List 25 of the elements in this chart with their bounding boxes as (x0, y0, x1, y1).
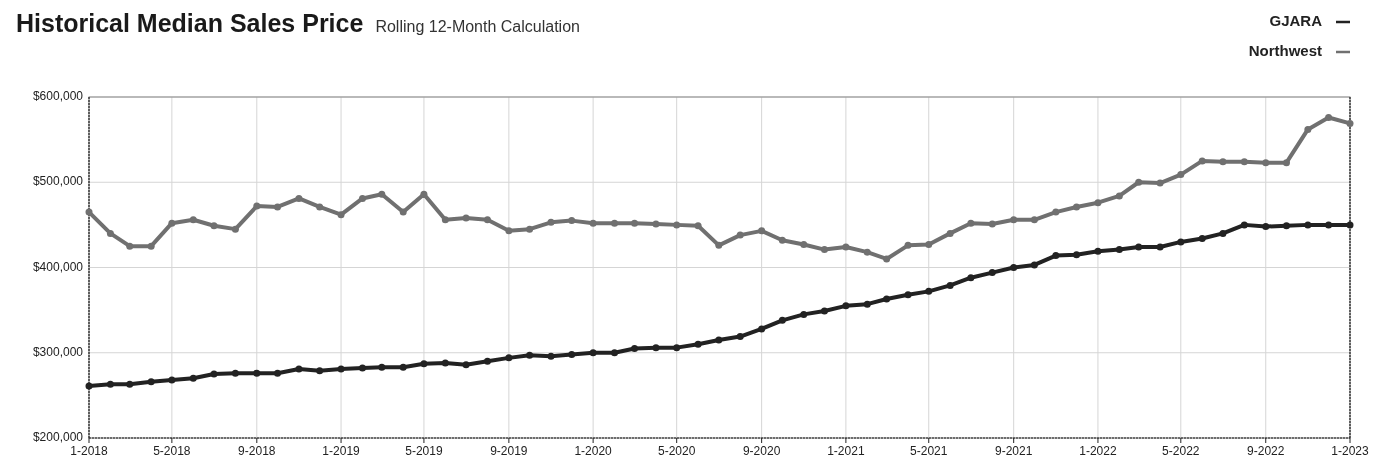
x-tick-label: 9-2018 (238, 444, 276, 458)
y-tick-label: $400,000 (32, 259, 84, 274)
y-tick-label: $500,000 (32, 174, 84, 189)
x-tick-label: 5-2020 (658, 444, 696, 458)
chart-title: Historical Median Sales Price (16, 9, 364, 37)
legend-label: GJARA (1269, 11, 1323, 29)
y-tick-label: $600,000 (32, 89, 84, 104)
x-tick-label: 5-2022 (1162, 444, 1200, 458)
x-tick-label: 1-2021 (827, 444, 865, 458)
x-tick-label: 5-2018 (153, 444, 191, 458)
y-tick-label: $200,000 (32, 430, 84, 445)
x-tick-label: 1-2022 (1079, 444, 1117, 458)
x-tick-label: 1-2019 (322, 444, 361, 458)
x-tick-label: 1-2018 (70, 444, 108, 458)
x-tick-label: 9-2022 (1247, 444, 1285, 458)
x-tick-label: 1-2023 (1331, 444, 1369, 458)
x-tick-label: 9-2020 (742, 444, 781, 458)
legend-label: Northwest (1248, 41, 1322, 59)
y-tick-label: $300,000 (32, 344, 84, 359)
x-tick-label: 9-2021 (995, 444, 1033, 458)
chart-subtitle: Rolling 12-Month Calculation (375, 18, 580, 35)
x-tick-label: 5-2021 (910, 444, 948, 458)
x-tick-label: 1-2020 (574, 444, 613, 458)
x-tick-label: 5-2019 (405, 444, 443, 458)
x-tick-label: 9-2019 (490, 444, 528, 458)
